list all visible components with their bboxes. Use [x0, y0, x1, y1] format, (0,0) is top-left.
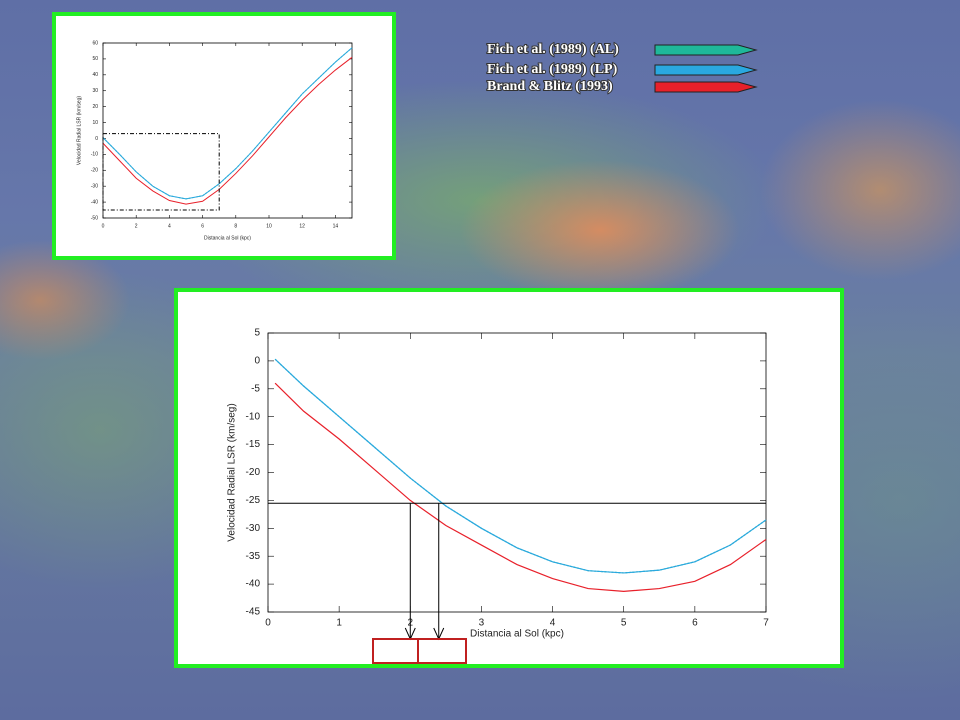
- y-tick-label: 0: [254, 356, 260, 367]
- x-tick-label: 0: [265, 618, 271, 629]
- x-tick-label: 14: [333, 223, 339, 229]
- y-axis-label: Velocidad Radial LSR (km/seg): [227, 403, 238, 541]
- y-tick-label: -5: [251, 383, 260, 394]
- annotation-label: 2,4 kpc: [424, 644, 459, 658]
- x-tick-label: 4: [550, 618, 556, 629]
- y-tick-label: -10: [246, 411, 261, 422]
- series-line: [274, 358, 767, 574]
- legend-label: Fich et al. (1989) (LP): [487, 62, 618, 77]
- series-line: [274, 382, 767, 592]
- legend-label: Brand & Blitz (1993): [487, 79, 613, 94]
- y-tick-label: -40: [246, 579, 261, 590]
- chart-frame: [52, 12, 396, 260]
- y-tick-label: 50: [92, 56, 98, 62]
- y-tick-label: -35: [246, 551, 261, 562]
- series-line: [102, 56, 353, 205]
- annotation-label: 2 kpc: [382, 644, 408, 658]
- y-tick-label: 5: [254, 328, 260, 339]
- x-tick-label: 7: [763, 618, 769, 629]
- y-tick-label: -15: [246, 439, 261, 450]
- y-tick-label: -45: [246, 607, 261, 618]
- y-tick-label: -30: [91, 184, 98, 190]
- x-tick-label: 8: [234, 223, 237, 229]
- x-tick-label: 10: [266, 223, 272, 229]
- y-tick-label: 40: [92, 72, 98, 78]
- y-tick-label: 10: [92, 120, 98, 126]
- x-tick-label: 1: [336, 618, 342, 629]
- y-tick-label: -20: [246, 467, 261, 478]
- series-line: [102, 47, 353, 200]
- y-tick-label: -25: [246, 495, 261, 506]
- plot-frame: [102, 42, 353, 219]
- legend-swatch: [654, 64, 758, 76]
- y-tick-label: 20: [92, 104, 98, 110]
- chart-frame: [174, 288, 844, 668]
- series-line: [274, 358, 767, 574]
- y-tick-label: -10: [91, 152, 98, 158]
- x-tick-label: 6: [692, 618, 698, 629]
- x-tick-label: 6: [201, 223, 204, 229]
- y-tick-label: -40: [91, 199, 98, 205]
- y-tick-label: 60: [92, 40, 98, 46]
- legend-swatch: [654, 44, 758, 56]
- y-tick-label: -50: [91, 215, 98, 221]
- zoom-box: [102, 133, 220, 211]
- legend-swatch: [654, 81, 758, 93]
- y-axis-label: Velocidad Radial LSR (km/seg): [76, 96, 82, 166]
- x-tick-label: 0: [102, 223, 105, 229]
- x-tick-label: 3: [479, 618, 485, 629]
- x-tick-label: 5: [621, 618, 627, 629]
- x-axis-label: Distancia al Sol (kpc): [470, 629, 564, 640]
- y-tick-label: 30: [92, 88, 98, 94]
- y-tick-label: -30: [246, 523, 261, 534]
- legend-label: Fich et al. (1989) (AL): [487, 42, 619, 57]
- plot: -45-40-35-30-25-20-15-10-50501234567Dist…: [227, 328, 769, 664]
- y-tick-label: -20: [91, 168, 98, 174]
- x-axis-label: Distancia al Sol (kpc): [204, 235, 251, 241]
- plot-frame: [267, 332, 767, 613]
- x-tick-label: 12: [299, 223, 305, 229]
- x-tick-label: 2: [135, 223, 138, 229]
- annotation-box: [417, 638, 467, 664]
- x-tick-label: 4: [168, 223, 171, 229]
- plot: -50 -40 -30 -20 -10 0 10 20 30 40 50 60 0 2 4 6 8 10 12 14 D…: [76, 40, 353, 241]
- y-tick-label: 0: [95, 136, 98, 142]
